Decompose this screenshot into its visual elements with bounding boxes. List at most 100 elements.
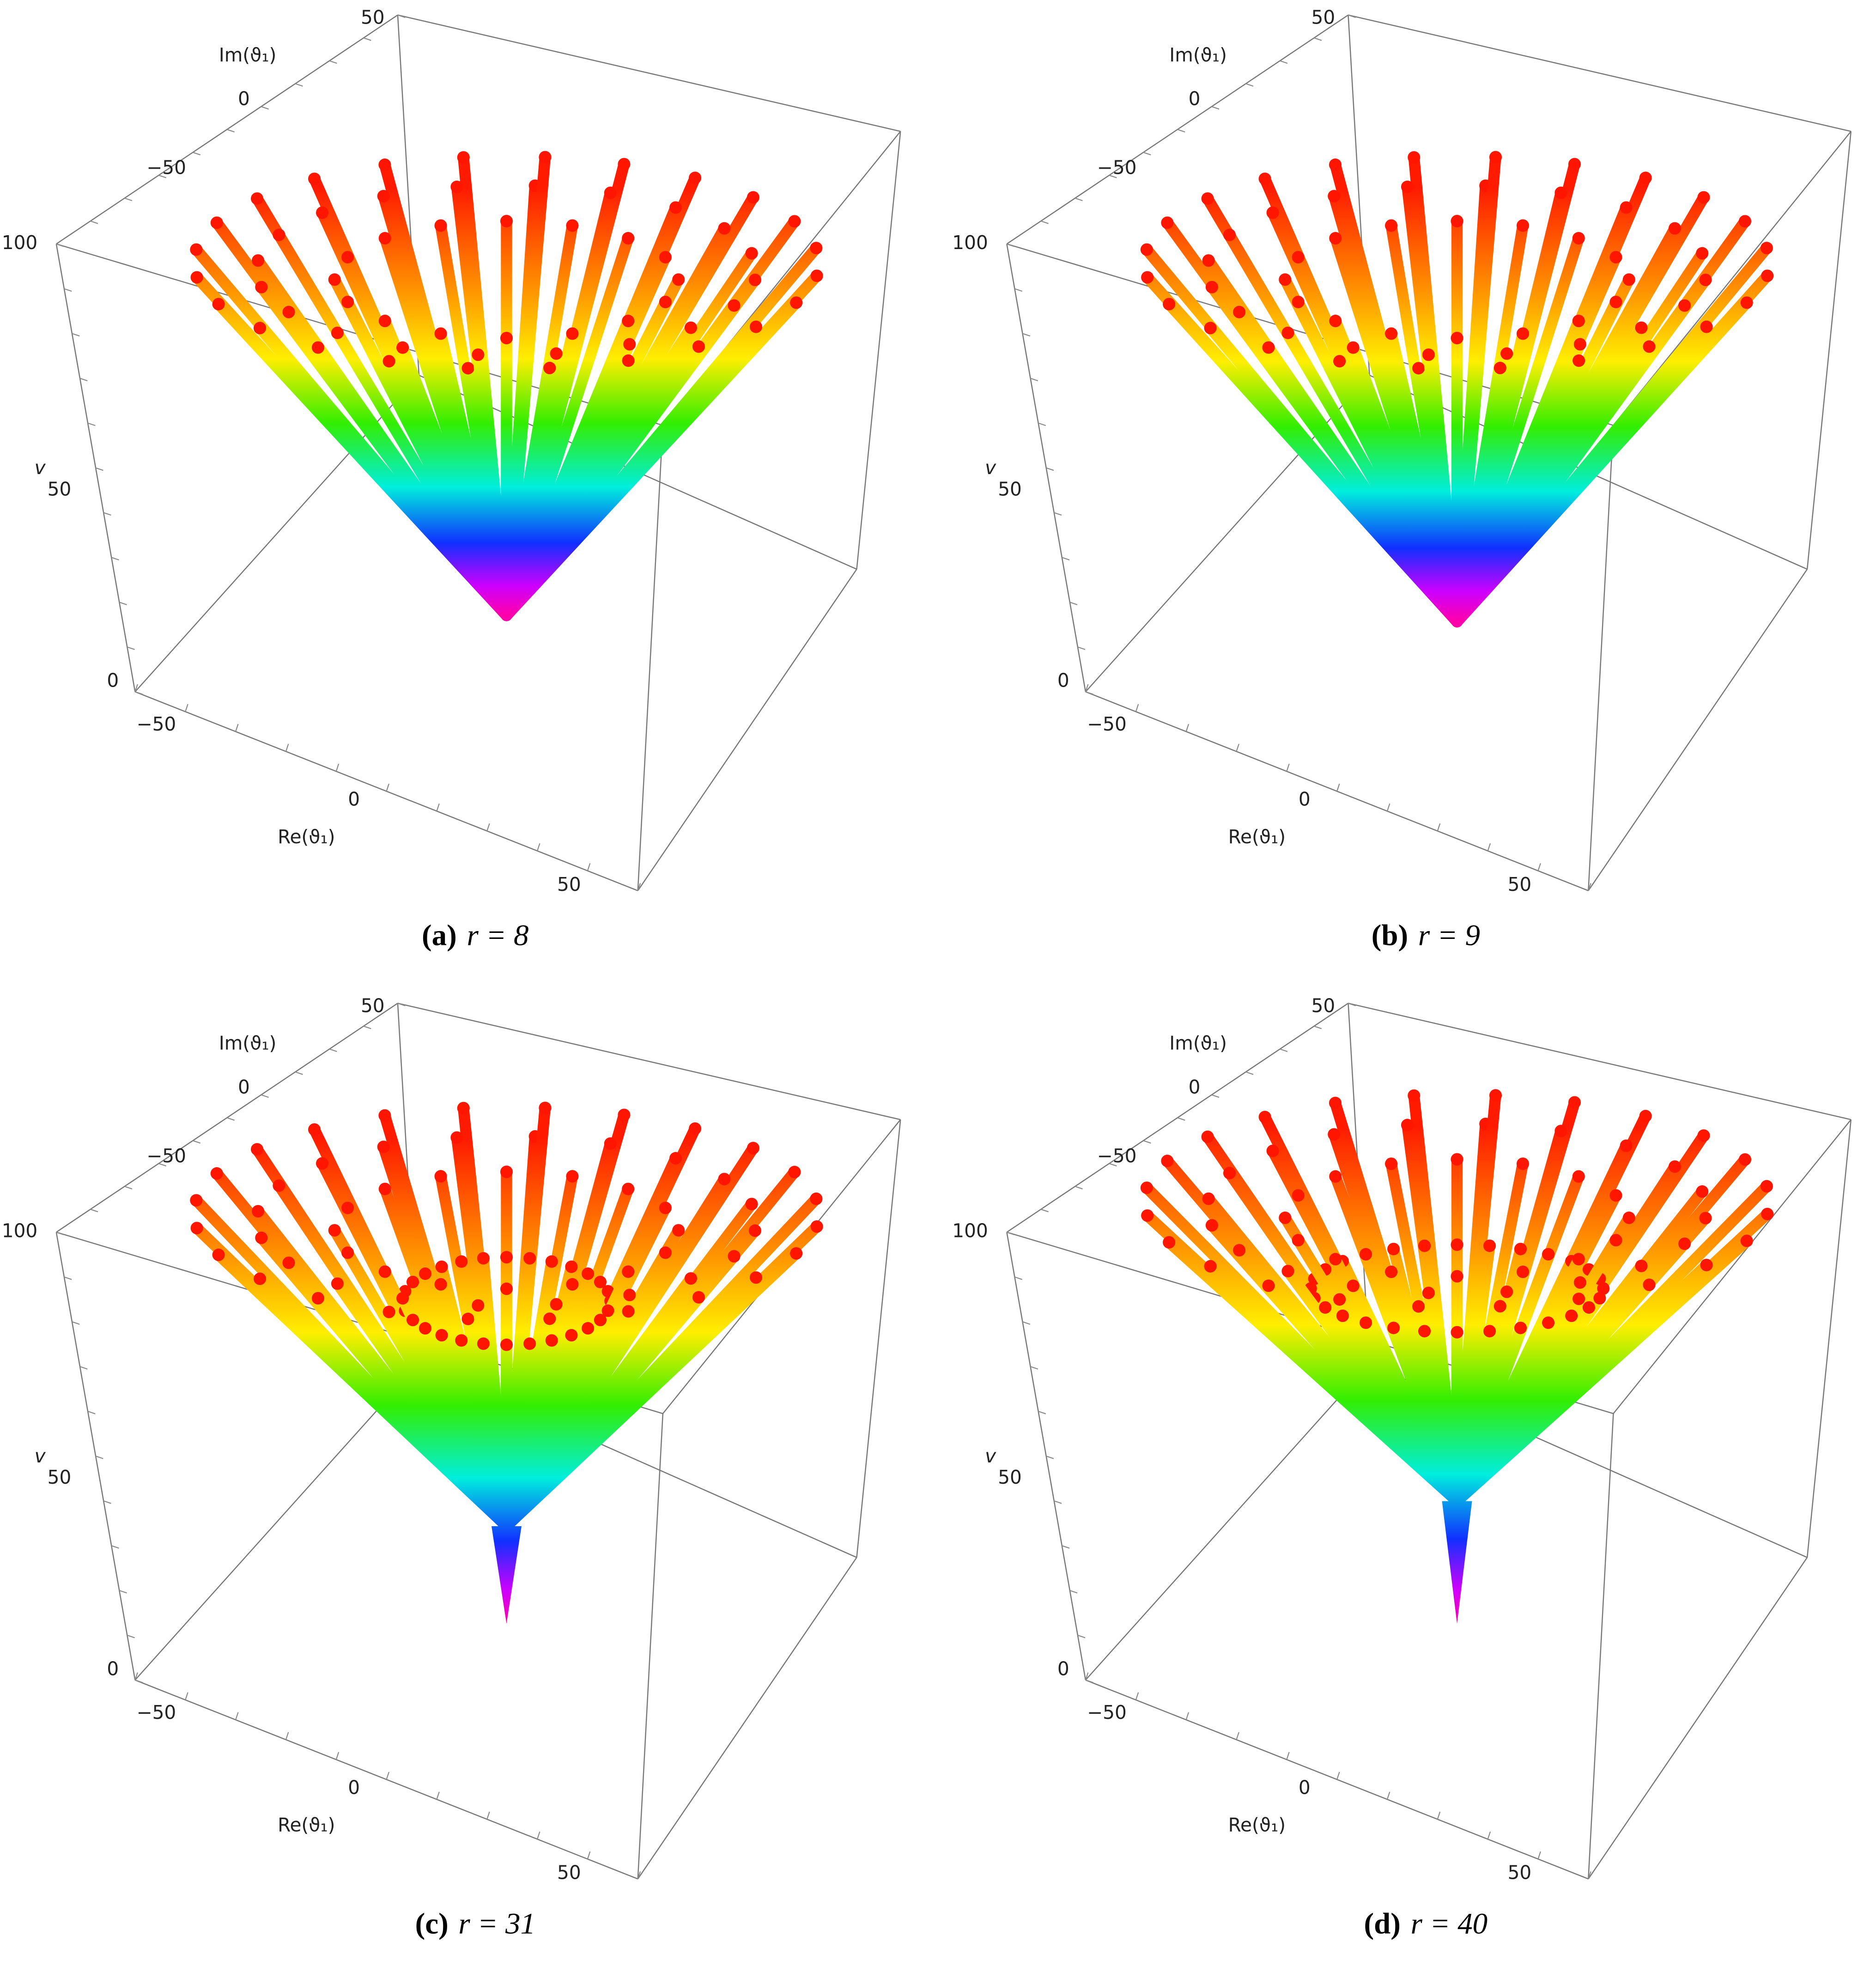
ray-tip xyxy=(1760,1180,1773,1193)
ray xyxy=(254,322,512,621)
ray-tip xyxy=(1516,219,1530,232)
ray-tip xyxy=(311,341,324,354)
x-tick-label: −50 xyxy=(1087,1701,1127,1723)
ray-tip xyxy=(1514,1242,1527,1255)
x-tick-label: 0 xyxy=(348,1776,360,1798)
y-tick-label: 50 xyxy=(361,994,385,1017)
x-tick-label: 50 xyxy=(1508,873,1532,895)
ray xyxy=(1451,321,1712,627)
ray-tip xyxy=(1622,1212,1635,1224)
ray-tip xyxy=(377,1140,390,1153)
tick-mark xyxy=(1280,60,1288,64)
ray-tip xyxy=(1451,1153,1463,1166)
ray-tip xyxy=(1451,1270,1463,1283)
y-tick-label: −50 xyxy=(1097,156,1137,178)
ray-tip xyxy=(1163,1236,1176,1249)
ray-tip xyxy=(1696,247,1709,260)
ray-tip xyxy=(788,215,801,228)
tick-mark xyxy=(1537,863,1541,871)
tick-mark xyxy=(1185,724,1190,732)
ray-tip xyxy=(311,1292,324,1305)
ray-tip xyxy=(434,1278,447,1291)
ray xyxy=(501,321,762,621)
ray-tip xyxy=(1360,1248,1372,1261)
tick-mark xyxy=(1437,1811,1441,1820)
tick-mark xyxy=(235,724,239,732)
ray-tip xyxy=(1258,172,1271,185)
x-tick-label: −50 xyxy=(1087,713,1127,735)
box-edge xyxy=(856,1119,901,1558)
tick-mark xyxy=(1030,378,1038,382)
ray-tip xyxy=(308,172,321,185)
ray-tip xyxy=(434,219,447,232)
ray-tip xyxy=(1609,295,1622,309)
tick-mark xyxy=(1085,691,1093,695)
ray-tip xyxy=(1385,219,1398,232)
ray-tip xyxy=(601,1304,614,1317)
ray-tip xyxy=(1451,1326,1463,1339)
tick-mark xyxy=(436,1791,440,1800)
box-edge xyxy=(397,14,901,132)
ray-tip xyxy=(539,151,552,164)
ray-tip xyxy=(1328,189,1341,203)
box-edge xyxy=(1348,14,1852,132)
tick-mark xyxy=(1336,1772,1340,1780)
ray-tip xyxy=(1140,243,1153,256)
ray-tip xyxy=(543,361,556,375)
tick-mark xyxy=(90,1209,98,1212)
tick-mark xyxy=(1143,152,1151,156)
ray-tip xyxy=(210,216,223,229)
tick-mark xyxy=(397,14,406,18)
ray-tip xyxy=(1761,269,1774,282)
tick-mark xyxy=(1135,1692,1139,1700)
ray-tip xyxy=(622,354,635,367)
ray-tip xyxy=(1202,254,1215,267)
tick-mark xyxy=(1077,646,1086,650)
box-edge xyxy=(1613,1119,1852,1414)
ray-tip xyxy=(1700,1259,1713,1272)
ray-tip xyxy=(1385,1265,1398,1279)
ray-tip xyxy=(500,1165,513,1178)
ray-tip xyxy=(1336,1309,1349,1322)
ray-tip xyxy=(1516,327,1530,340)
ray xyxy=(1451,1279,1655,1507)
ray-tip xyxy=(618,1108,631,1121)
ray-tip xyxy=(435,1329,448,1342)
tick-mark xyxy=(1109,175,1117,178)
tick-mark xyxy=(285,1732,289,1740)
ray-tip xyxy=(1593,1292,1606,1305)
ray-tip xyxy=(622,1305,635,1318)
ray-tip xyxy=(1572,315,1585,328)
tick-mark xyxy=(1211,1094,1220,1098)
ray-tip xyxy=(618,158,631,171)
ray-tip xyxy=(1329,1096,1342,1109)
ray-tip xyxy=(659,295,672,309)
ray-tip xyxy=(543,1312,556,1325)
ray-tip xyxy=(1401,180,1414,193)
ray-tip xyxy=(790,296,803,309)
tick-mark xyxy=(1537,1851,1541,1859)
ray-tip xyxy=(1699,274,1712,286)
tick-mark xyxy=(363,1025,371,1029)
ray-tip xyxy=(378,1182,391,1195)
ray-tip xyxy=(1572,1292,1585,1305)
tick-mark xyxy=(1487,1831,1491,1839)
tick-mark xyxy=(386,1772,390,1780)
ray xyxy=(501,355,634,621)
z-tick-label: 0 xyxy=(107,669,119,691)
tick-mark xyxy=(1314,1025,1322,1029)
ray-tip xyxy=(745,247,758,260)
ray-tip xyxy=(1609,1234,1622,1247)
x-tick-label: 50 xyxy=(557,873,581,895)
z-tick-label: 0 xyxy=(1057,669,1069,691)
tick-mark xyxy=(134,1672,138,1681)
ray-tip xyxy=(1141,271,1154,284)
ray-tip xyxy=(1233,305,1246,318)
box-edge xyxy=(637,425,664,891)
ray-tip xyxy=(1258,1110,1271,1124)
tick-mark xyxy=(1280,1048,1288,1052)
ray-tip xyxy=(1412,1300,1425,1313)
tick-mark xyxy=(363,37,371,41)
ray-tip xyxy=(1418,1325,1431,1338)
x-axis-label: Re(ϑ₁) xyxy=(1228,1814,1286,1836)
